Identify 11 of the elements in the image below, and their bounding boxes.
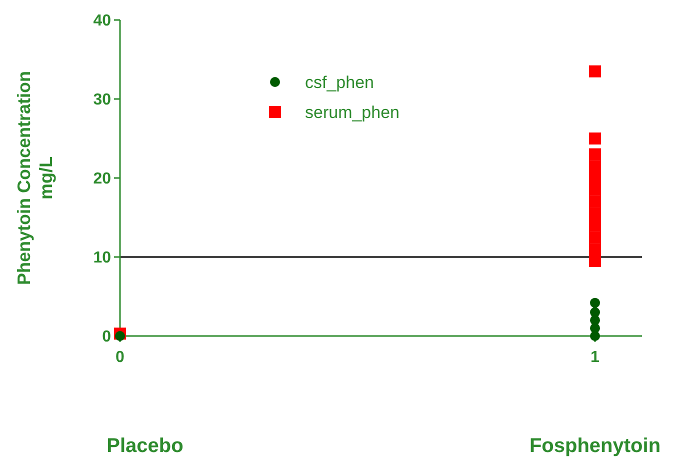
legend-label: csf_phen xyxy=(305,72,374,92)
y-tick-label: 0 xyxy=(102,328,112,346)
y-tick-label: 10 xyxy=(93,250,112,267)
text: Placebo xyxy=(106,435,184,457)
legend-label: serum_phen xyxy=(305,102,400,122)
x-tick-label: 1 xyxy=(590,349,600,366)
y-axis-title: Phenytoin Concentration mg/L xyxy=(14,70,56,286)
text: Fosphenytoin xyxy=(529,435,661,457)
y-tick-label: 30 xyxy=(93,92,112,109)
y-tick-label: 20 xyxy=(93,170,112,188)
y-tick-label: 40 xyxy=(93,12,112,30)
